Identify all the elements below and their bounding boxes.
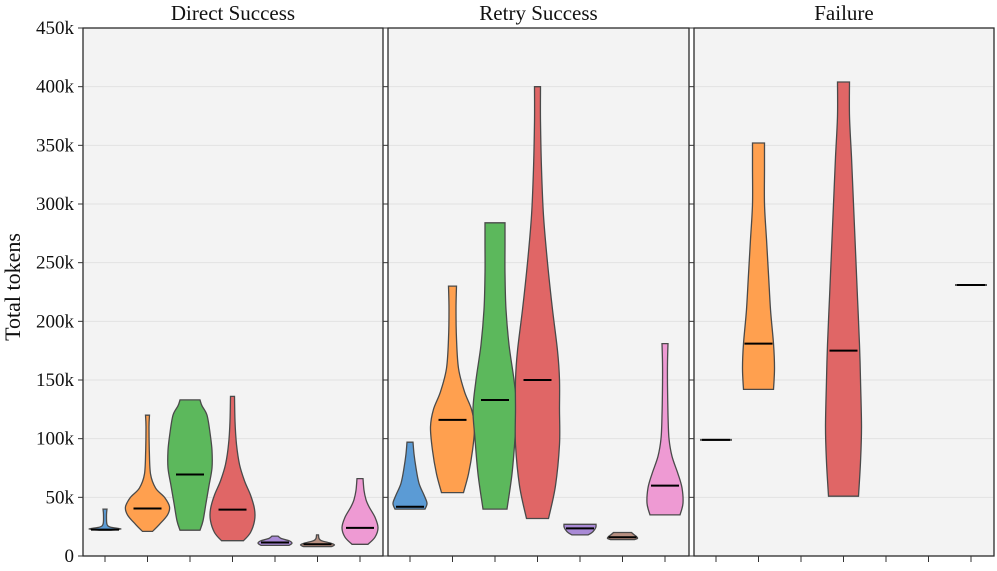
y-tick-label: 300k — [36, 194, 75, 215]
panel-title: Retry Success — [479, 1, 597, 25]
y-tick-label: 50k — [46, 487, 75, 508]
violin-body — [646, 342, 684, 516]
y-tick-label: 400k — [36, 77, 75, 98]
violin-body — [88, 508, 122, 531]
y-tick-label: 450k — [36, 18, 75, 39]
y-tick-labels: 0 50k 100k 150k 200k 250k 300k 350k 400k 450k — [36, 18, 75, 567]
violin-body — [741, 142, 776, 391]
violin-body — [124, 414, 171, 533]
violin-body — [167, 399, 213, 531]
y-axis-label: Total tokens — [0, 233, 25, 341]
violin-body — [606, 531, 639, 541]
y-tick-label: 100k — [36, 429, 75, 450]
panels: Direct Success Retry Success Failure — [78, 1, 995, 562]
violin-body — [563, 523, 597, 536]
violin-body — [392, 441, 428, 510]
panel-2: Failure — [689, 1, 995, 562]
panel-0: Direct Success — [78, 1, 384, 562]
violin-body — [514, 86, 561, 520]
violin-body — [824, 81, 863, 497]
y-tick-label: 250k — [36, 253, 75, 274]
panel-title: Direct Success — [171, 1, 295, 25]
y-tick-label: 150k — [36, 370, 75, 391]
y-tick-label: 200k — [36, 311, 75, 332]
panel-title: Failure — [814, 1, 873, 25]
panel-1: Retry Success — [383, 1, 690, 562]
y-tick-label: 0 — [65, 546, 75, 567]
violin-body — [209, 395, 256, 542]
y-tick-label: 350k — [36, 135, 75, 156]
